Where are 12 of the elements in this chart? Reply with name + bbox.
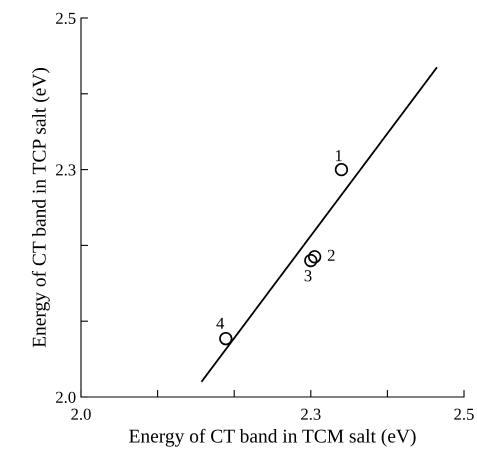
y-axis-title: Energy of CT band in TCP salt (eV) bbox=[32, 68, 50, 348]
x-tick-label: 2.3 bbox=[301, 408, 321, 420]
annotation: 1 bbox=[336, 150, 342, 162]
annotation: 4 bbox=[216, 318, 224, 329]
y-tick-label: 2.3 bbox=[56, 164, 76, 176]
x-tick-label: 2.0 bbox=[71, 408, 91, 420]
y-tick-label: 2.5 bbox=[56, 12, 76, 24]
annotation: 2 bbox=[328, 250, 335, 261]
x-tick-label: 2.5 bbox=[454, 408, 474, 420]
annotation: 3 bbox=[304, 270, 312, 282]
x-axis-title: Energy of CT band in TCM salt (eV) bbox=[129, 428, 416, 447]
y-tick-label: 2.0 bbox=[56, 392, 76, 404]
